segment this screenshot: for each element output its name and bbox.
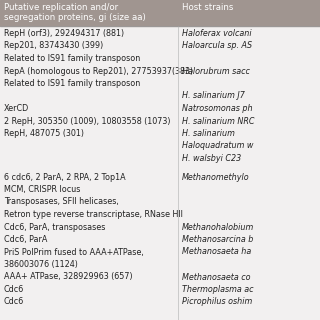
Text: H. walsbyi C23: H. walsbyi C23	[182, 154, 241, 163]
Bar	[0, 126, 320, 139]
Text: Haloferax volcani: Haloferax volcani	[182, 29, 251, 38]
Bar	[0, 63, 320, 89]
Text: MCM, CRISPR locus: MCM, CRISPR locus	[4, 185, 80, 194]
Text: Halorubrum sacc: Halorubrum sacc	[182, 67, 250, 76]
Text: Retron type reverse transcriptase, RNase HII: Retron type reverse transcriptase, RNase…	[4, 210, 183, 219]
Text: H. salinarium: H. salinarium	[182, 129, 235, 138]
Bar	[0, 89, 320, 101]
Text: RepH (orf3), 292494317 (881): RepH (orf3), 292494317 (881)	[4, 29, 124, 38]
Text: AAA+ ATPase, 328929963 (657): AAA+ ATPase, 328929963 (657)	[4, 273, 132, 282]
Bar	[0, 26, 320, 63]
Text: Putative replication and/or
segregation proteins, gi (size aa): Putative replication and/or segregation …	[4, 3, 146, 22]
Text: Natrosomonas ph: Natrosomonas ph	[182, 104, 252, 113]
Text: Methanohalobium: Methanohalobium	[182, 222, 254, 231]
Text: RepH, 487075 (301): RepH, 487075 (301)	[4, 129, 84, 138]
Text: Host strains: Host strains	[182, 3, 233, 12]
Text: XerCD: XerCD	[4, 104, 29, 113]
Text: Methanosaeta ha: Methanosaeta ha	[182, 247, 251, 257]
Bar	[0, 244, 320, 269]
Text: Thermoplasma ac: Thermoplasma ac	[182, 285, 253, 294]
Text: Haloarcula sp. AS: Haloarcula sp. AS	[182, 42, 252, 51]
Text: Related to IS91 family transposon: Related to IS91 family transposon	[4, 79, 140, 88]
Bar	[0, 170, 320, 220]
Text: Related to IS91 family transposon: Related to IS91 family transposon	[4, 54, 140, 63]
Text: Methanomethylo: Methanomethylo	[182, 172, 249, 181]
Text: Cdc6: Cdc6	[4, 298, 24, 307]
Bar	[0, 220, 320, 232]
Text: Rep201, 83743430 (399): Rep201, 83743430 (399)	[4, 42, 103, 51]
Text: 2 RepH, 305350 (1009), 10803558 (1073): 2 RepH, 305350 (1009), 10803558 (1073)	[4, 116, 171, 125]
Bar	[0, 114, 320, 126]
Bar	[0, 294, 320, 307]
Text: Cdc6, ParA: Cdc6, ParA	[4, 235, 47, 244]
Text: Haloquadratum w: Haloquadratum w	[182, 141, 253, 150]
Text: Cdc6, ParA, transposases: Cdc6, ParA, transposases	[4, 222, 105, 231]
Text: Cdc6: Cdc6	[4, 285, 24, 294]
Text: 6 cdc6, 2 ParA, 2 RPA, 2 Top1A: 6 cdc6, 2 ParA, 2 RPA, 2 Top1A	[4, 172, 126, 181]
Text: PriS PolPrim fused to AAA+ATPase,: PriS PolPrim fused to AAA+ATPase,	[4, 247, 144, 257]
Bar	[0, 269, 320, 282]
Bar	[0, 0, 320, 26]
Text: Methanosaeta co: Methanosaeta co	[182, 273, 250, 282]
Bar	[0, 232, 320, 244]
Text: Methanosarcina b: Methanosarcina b	[182, 235, 253, 244]
Bar	[0, 282, 320, 294]
Text: H. salinarium J7: H. salinarium J7	[182, 92, 244, 100]
Bar	[0, 101, 320, 114]
Text: Transposases, SFII helicases,: Transposases, SFII helicases,	[4, 197, 119, 206]
Text: RepA (homologous to Rep201), 27753937(383): RepA (homologous to Rep201), 27753937(38…	[4, 67, 193, 76]
Text: 386003076 (1124): 386003076 (1124)	[4, 260, 78, 269]
Text: Picrophilus oshim: Picrophilus oshim	[182, 298, 252, 307]
Bar	[0, 139, 320, 164]
Text: H. salinarium NRC: H. salinarium NRC	[182, 116, 254, 125]
